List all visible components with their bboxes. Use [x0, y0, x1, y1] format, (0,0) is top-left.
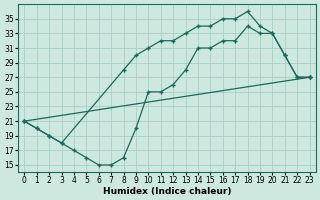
X-axis label: Humidex (Indice chaleur): Humidex (Indice chaleur) — [103, 187, 231, 196]
